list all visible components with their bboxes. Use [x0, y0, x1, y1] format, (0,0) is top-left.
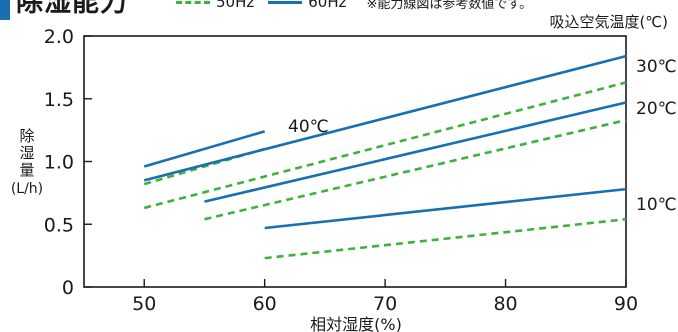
y-tick-label: 2.0: [44, 26, 74, 48]
reference-note: ※能力線図は参考数値です。: [366, 0, 533, 12]
x-tick-label: 60: [253, 293, 277, 315]
series-line-40c-60hz: [143, 130, 266, 168]
y-tick-label: 1.5: [44, 89, 74, 111]
series-line-10c-60hz: [264, 187, 627, 230]
y-axis-label: 除 湿 量 (L/h): [11, 127, 43, 197]
series-lines: [143, 54, 627, 260]
y-axis-label-line-2: 湿: [19, 144, 34, 162]
series-line-20c-50hz: [204, 118, 627, 221]
x-axis-ticks: 50 60 70 80 90: [132, 279, 638, 315]
temp-label-40: 40℃: [288, 117, 329, 137]
legend-label-60hz: 60Hz: [308, 0, 347, 11]
y-tick-label: 0.5: [44, 214, 74, 236]
chart-title: 除湿能力: [0, 0, 128, 20]
temperature-axis-title: 吸込空気温度(℃): [549, 13, 668, 31]
x-tick-label: 90: [614, 293, 638, 315]
y-axis-ticks: 0 0.5 1.0 1.5 2.0: [44, 26, 92, 299]
x-tick-label: 80: [493, 293, 517, 315]
y-tick-label: 0: [62, 277, 74, 299]
x-tick-label: 70: [373, 293, 397, 315]
y-axis-label-line-3: 量: [19, 161, 34, 179]
x-axis-label: 相対湿度(%): [310, 315, 402, 332]
legend-label-50hz: 50Hz: [216, 0, 255, 11]
legend-swatch-50hz: [176, 0, 210, 4]
title-accent-bar: [0, 0, 10, 20]
y-axis-label-line-1: 除: [19, 127, 34, 145]
x-tick-label: 50: [132, 293, 156, 315]
series-line-40c-50hz: [143, 147, 266, 186]
series-line-10c-50hz: [264, 217, 627, 260]
y-tick-label: 1.0: [44, 152, 74, 174]
series-line-20c-60hz: [204, 101, 627, 203]
y-axis-label-line-4: (L/h): [11, 181, 43, 197]
temp-label-20: 20℃: [636, 99, 677, 119]
temp-label-30: 30℃: [636, 57, 677, 77]
series-line-30c-60hz: [143, 54, 627, 182]
title-text: 除湿能力: [16, 0, 128, 18]
legend-swatch-60hz: [268, 0, 303, 4]
temp-label-10: 10℃: [636, 195, 677, 215]
legend: 50Hz 60Hz ※能力線図は参考数値です。: [176, 0, 532, 12]
series-line-30c-50hz: [143, 81, 627, 210]
temperature-labels: 40℃ 30℃ 20℃ 10℃: [288, 57, 677, 215]
